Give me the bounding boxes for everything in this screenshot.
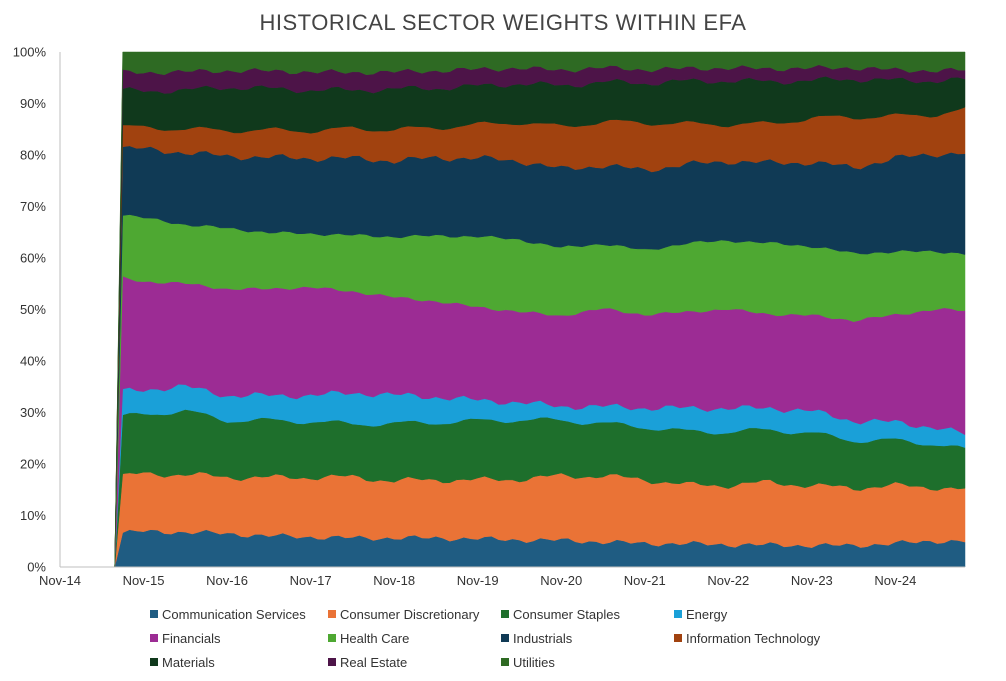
legend-item: Information Technology	[674, 631, 864, 646]
x-tick-label: Nov-16	[206, 573, 248, 588]
y-tick-label: 70%	[20, 199, 46, 214]
legend-label: Information Technology	[686, 630, 821, 646]
legend-item: Consumer Staples	[501, 607, 674, 622]
x-tick-label: Nov-19	[457, 573, 499, 588]
legend-swatch	[150, 658, 158, 666]
chart-title: HISTORICAL SECTOR WEIGHTS WITHIN EFA	[259, 10, 747, 35]
legend: Communication Services Consumer Discretio…	[150, 602, 910, 674]
legend-swatch	[328, 610, 336, 618]
y-tick-label: 10%	[20, 508, 46, 523]
legend-swatch	[501, 610, 509, 618]
legend-swatch	[328, 634, 336, 642]
legend-label: Energy	[686, 606, 728, 622]
legend-swatch	[328, 658, 336, 666]
y-tick-label: 100%	[13, 45, 47, 60]
area-utilities	[114, 51, 966, 568]
y-tick-label: 60%	[20, 251, 46, 266]
x-tick-label: Nov-23	[791, 573, 833, 588]
x-tick-label: Nov-24	[874, 573, 916, 588]
legend-item: Industrials	[501, 631, 674, 646]
legend-label: Materials	[162, 654, 215, 670]
legend-swatch	[674, 634, 682, 642]
legend-item: Real Estate	[328, 655, 501, 670]
y-tick-label: 0%	[27, 560, 46, 575]
legend-swatch	[674, 610, 682, 618]
x-tick-label: Nov-14	[39, 573, 81, 588]
y-tick-label: 40%	[20, 354, 46, 369]
legend-row: Materials Real Estate Utilities	[150, 650, 910, 674]
legend-label: Communication Services	[162, 606, 306, 622]
x-tick-label: Nov-22	[707, 573, 749, 588]
legend-label: Consumer Staples	[513, 606, 620, 622]
y-tick-label: 90%	[20, 96, 46, 111]
legend-label: Health Care	[340, 630, 410, 646]
x-tick-label: Nov-21	[624, 573, 666, 588]
legend-swatch	[501, 658, 509, 666]
y-tick-label: 30%	[20, 405, 46, 420]
x-tick-label: Nov-20	[540, 573, 582, 588]
legend-label: Consumer Discretionary	[340, 606, 480, 622]
x-tick-label: Nov-17	[290, 573, 332, 588]
legend-label: Utilities	[513, 654, 555, 670]
legend-item: Financials	[150, 631, 328, 646]
legend-label: Industrials	[513, 630, 573, 646]
legend-label: Financials	[162, 630, 221, 646]
y-tick-label: 80%	[20, 148, 46, 163]
legend-item: Health Care	[328, 631, 501, 646]
legend-item: Utilities	[501, 655, 674, 670]
legend-item: Materials	[150, 655, 328, 670]
legend-item: Consumer Discretionary	[328, 607, 501, 622]
legend-swatch	[501, 634, 509, 642]
legend-label: Real Estate	[340, 654, 408, 670]
x-tick-label: Nov-18	[373, 573, 415, 588]
y-tick-label: 20%	[20, 457, 46, 472]
legend-row: Financials Health Care Industrials Informat…	[150, 626, 910, 650]
x-tick-label: Nov-15	[123, 573, 165, 588]
legend-item: Energy	[674, 607, 864, 622]
legend-swatch	[150, 634, 158, 642]
chart-svg: 0% 10% 20% 30% 40% 50% 60% 70% 80% 90% 100% Nov-14 N…	[13, 45, 966, 588]
legend-item: Communication Services	[150, 607, 328, 622]
legend-row: Communication Services Consumer Discretio…	[150, 602, 910, 626]
legend-swatch	[150, 610, 158, 618]
y-tick-label: 50%	[20, 302, 46, 317]
